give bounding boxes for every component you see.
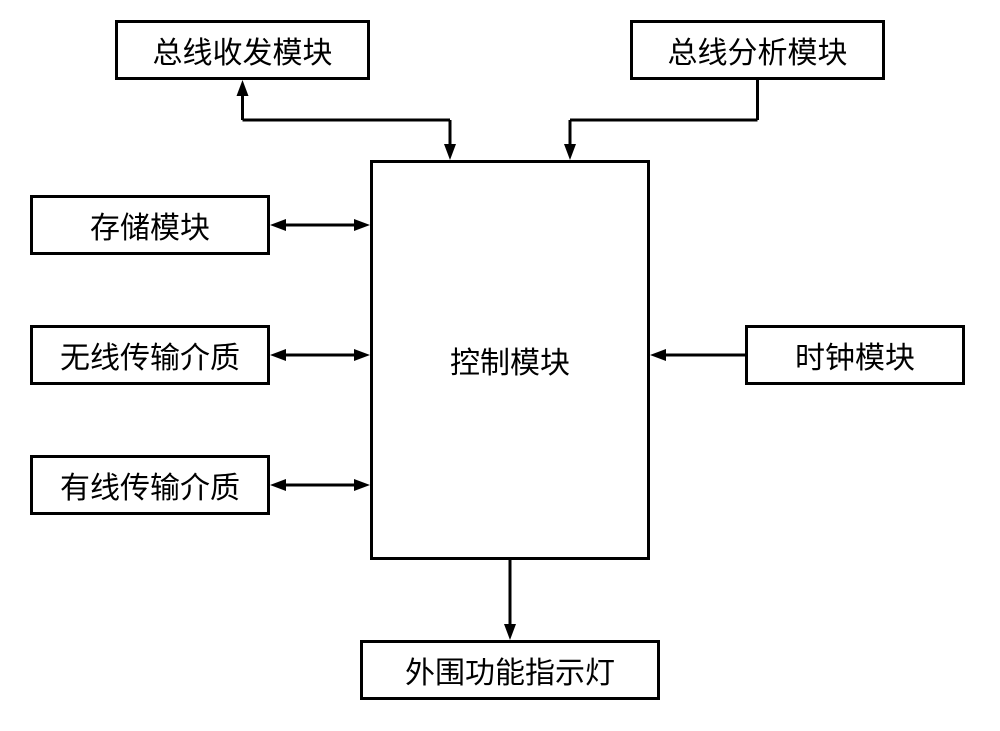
- node-control: 控制模块: [370, 160, 650, 560]
- node-wired: 有线传输介质: [30, 455, 270, 515]
- node-storage: 存储模块: [30, 195, 270, 255]
- node-bus-analyze: 总线分析模块: [630, 20, 885, 80]
- node-indicator: 外围功能指示灯: [360, 640, 660, 700]
- node-label: 无线传输介质: [60, 333, 240, 377]
- node-label: 存储模块: [90, 203, 210, 247]
- diagram-canvas: 总线收发模块 总线分析模块 存储模块 无线传输介质 有线传输介质 控制模块 时钟…: [0, 0, 1000, 731]
- node-label: 有线传输介质: [60, 463, 240, 507]
- node-clock: 时钟模块: [745, 325, 965, 385]
- node-wireless: 无线传输介质: [30, 325, 270, 385]
- node-label: 控制模块: [450, 338, 570, 382]
- node-label: 总线分析模块: [668, 28, 848, 72]
- node-bus-txrx: 总线收发模块: [115, 20, 370, 80]
- node-label: 总线收发模块: [153, 28, 333, 72]
- node-label: 外围功能指示灯: [405, 648, 615, 692]
- node-label: 时钟模块: [795, 333, 915, 377]
